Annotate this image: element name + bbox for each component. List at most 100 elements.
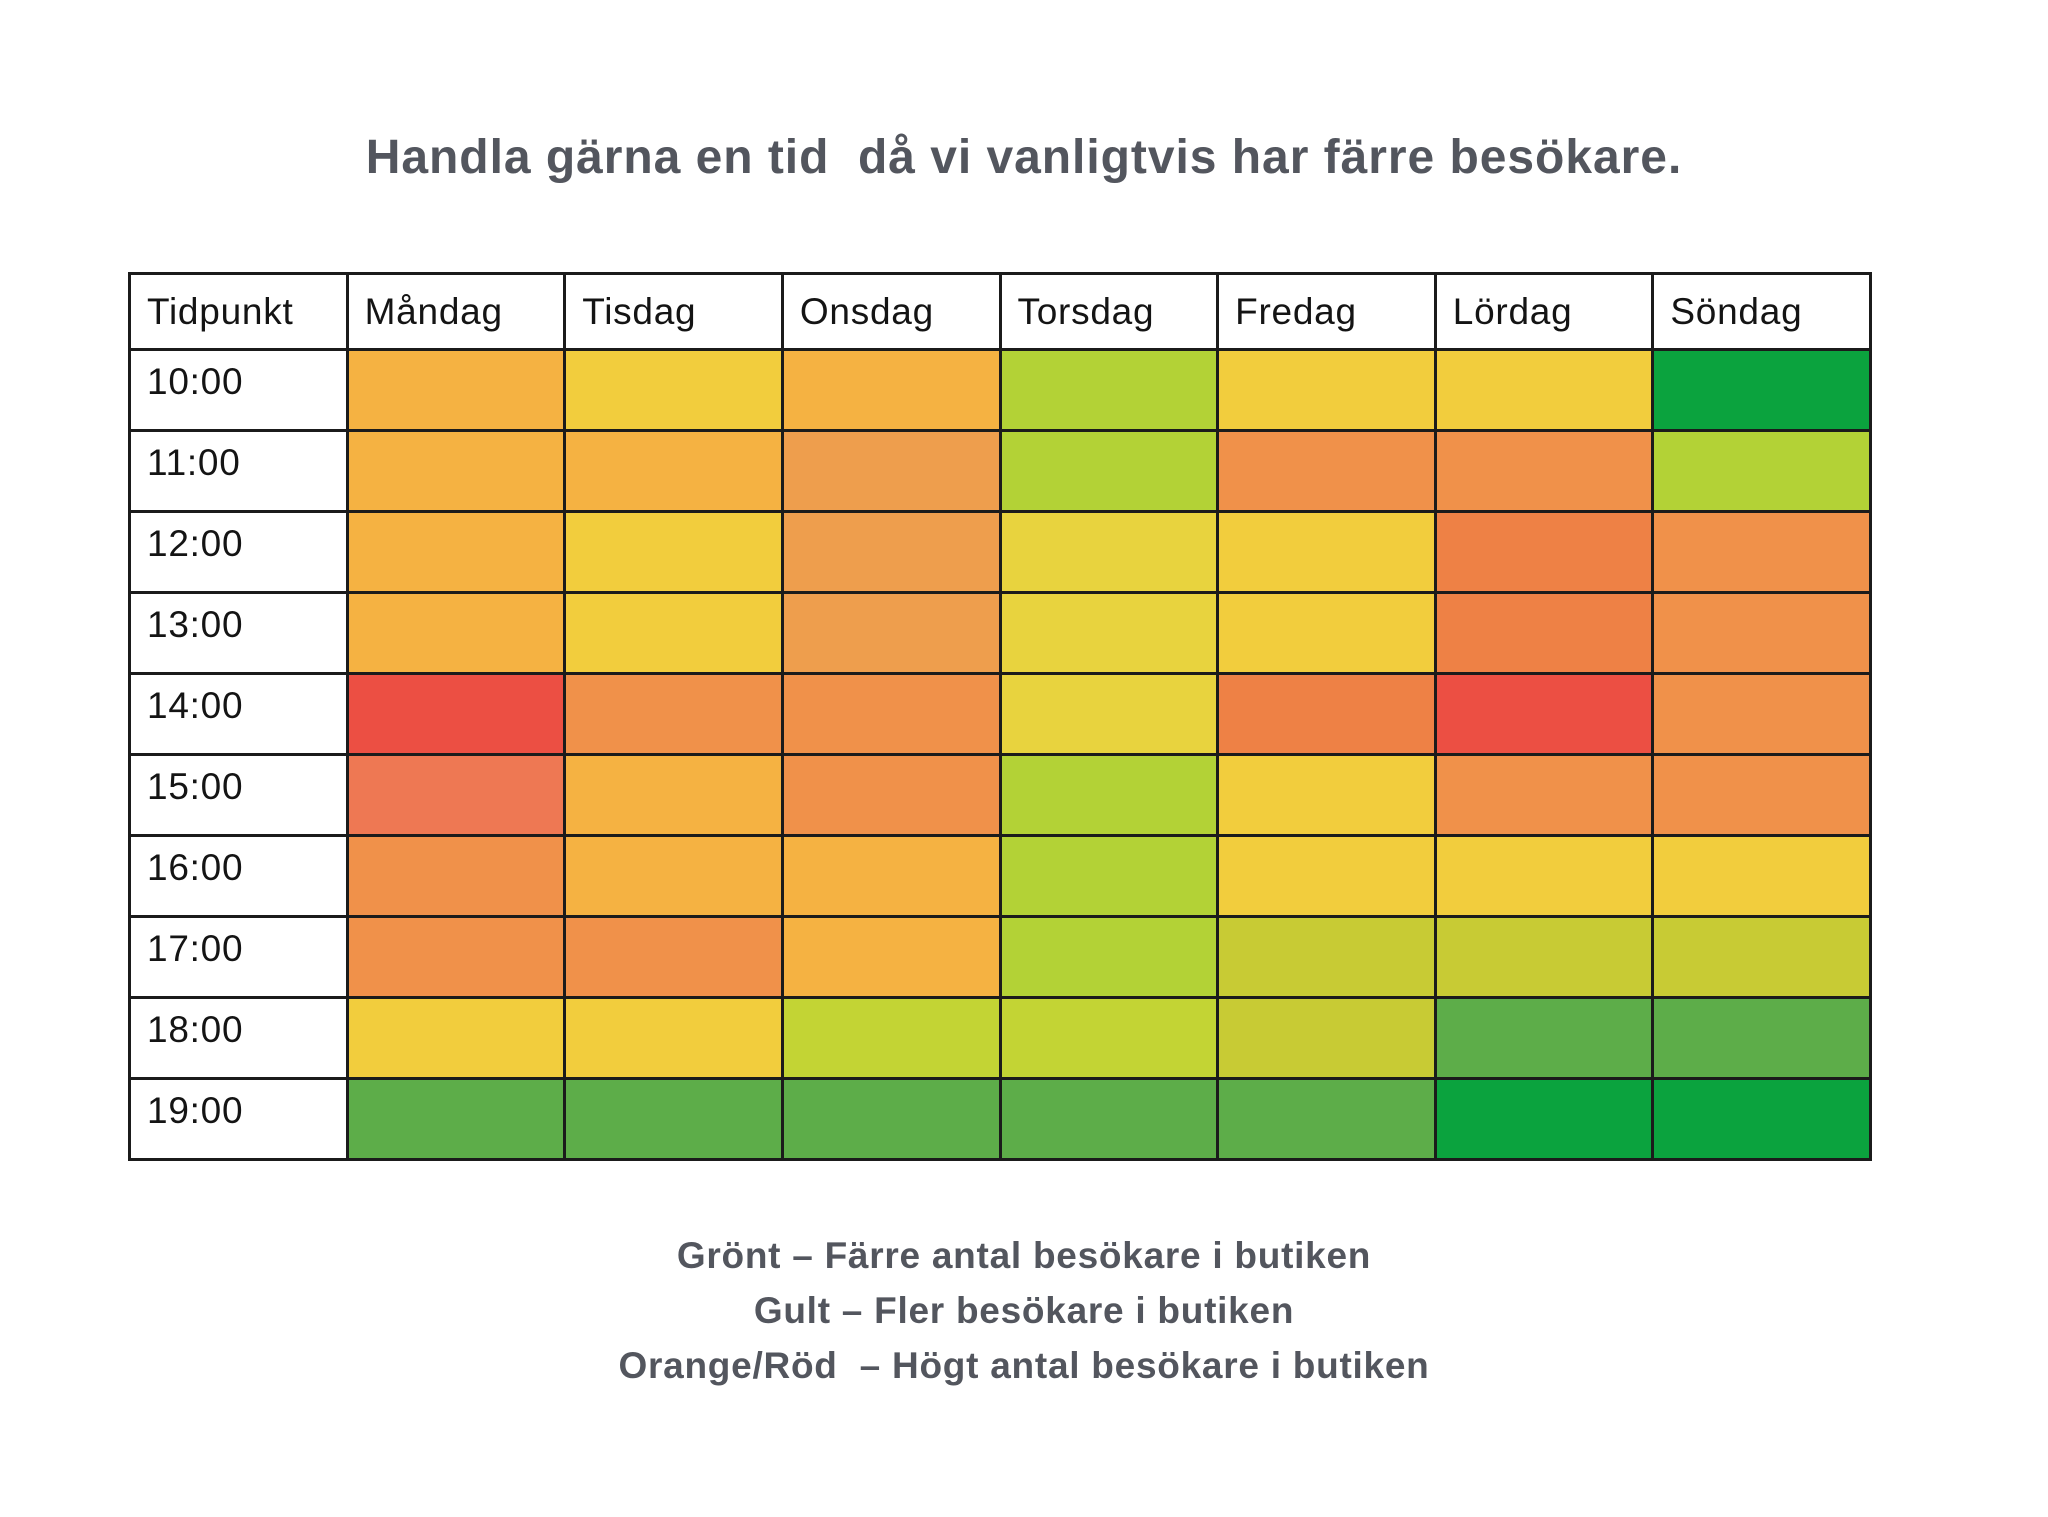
heatmap-cell — [1433, 672, 1655, 756]
heatmap-cell — [345, 672, 567, 756]
heatmap-cell — [345, 753, 567, 837]
table-row: 12:00 — [128, 510, 1872, 594]
time-label: 16:00 — [128, 834, 349, 918]
heatmap-cell — [780, 591, 1002, 675]
heatmap-cell — [345, 429, 567, 513]
time-label: 11:00 — [128, 429, 349, 513]
heatmap-cell — [1651, 591, 1872, 675]
heatmap-cell — [345, 915, 567, 999]
heatmap-cell — [563, 591, 784, 675]
heatmap-cell — [780, 348, 1002, 432]
table-row: 10:00 — [128, 348, 1872, 432]
heatmap-cell — [1651, 915, 1872, 999]
legend-line: Orange/Röd – Högt antal besökare i butik… — [618, 1345, 1430, 1386]
column-header-day: Tisdag — [563, 272, 784, 351]
column-header-day: Torsdag — [998, 272, 1220, 351]
heatmap-cell — [563, 753, 784, 837]
time-label: 15:00 — [128, 753, 349, 837]
heatmap-cell — [563, 915, 784, 999]
time-label: 14:00 — [128, 672, 349, 756]
heatmap-cell — [780, 915, 1002, 999]
heatmap-cell — [563, 1077, 784, 1161]
legend-line: Grönt – Färre antal besökare i butiken — [676, 1235, 1372, 1276]
column-header-day: Fredag — [1216, 272, 1437, 351]
heatmap-cell — [563, 996, 784, 1080]
heatmap-cell — [780, 510, 1002, 594]
heatmap-cell — [1651, 672, 1872, 756]
heatmap-cell — [998, 915, 1220, 999]
heatmap-cell — [998, 672, 1220, 756]
column-header-day: Söndag — [1651, 272, 1872, 351]
heatmap-cell — [563, 429, 784, 513]
time-label: 19:00 — [128, 1077, 349, 1161]
heatmap-cell — [1216, 510, 1437, 594]
heatmap-cell — [345, 591, 567, 675]
heatmap-cell — [998, 996, 1220, 1080]
table-row: 17:00 — [128, 915, 1872, 999]
heatmap-cell — [1433, 348, 1655, 432]
legend: Grönt – Färre antal besökare i butiken Gu… — [0, 1228, 2048, 1393]
table-row: 14:00 — [128, 672, 1872, 756]
heatmap-cell — [563, 348, 784, 432]
heatmap-cell — [1651, 1077, 1872, 1161]
heatmap-cell — [780, 996, 1002, 1080]
heatmap-cell — [998, 510, 1220, 594]
heatmap-cell — [345, 510, 567, 594]
heatmap-cell — [1216, 996, 1437, 1080]
heatmap-cell — [998, 753, 1220, 837]
page-title: Handla gärna en tid då vi vanligtvis har… — [365, 131, 1683, 184]
heatmap-cell — [1216, 348, 1437, 432]
heatmap-cell — [1433, 1077, 1655, 1161]
heatmap-cell — [563, 672, 784, 756]
heatmap-cell — [1433, 753, 1655, 837]
heatmap-cell — [1651, 348, 1872, 432]
visitor-heatmap-table: Tidpunkt Måndag Tisdag Onsdag Torsdag Fredag L… — [128, 272, 1872, 1161]
heatmap-cell — [780, 753, 1002, 837]
time-label: 12:00 — [128, 510, 349, 594]
heatmap-cell — [1433, 996, 1655, 1080]
heatmap-cell — [1216, 834, 1437, 918]
table-row: 18:00 — [128, 996, 1872, 1080]
heatmap-cell — [1216, 672, 1437, 756]
column-header-day: Lördag — [1433, 272, 1655, 351]
heatmap-cell — [1433, 429, 1655, 513]
heatmap-cell — [998, 591, 1220, 675]
table-row: 13:00 — [128, 591, 1872, 675]
heatmap-cell — [345, 834, 567, 918]
heatmap-cell — [998, 834, 1220, 918]
heatmap-cell — [780, 672, 1002, 756]
heatmap-cell — [345, 348, 567, 432]
column-header-time: Tidpunkt — [128, 272, 349, 351]
heatmap-cell — [998, 429, 1220, 513]
heatmap-cell — [1651, 834, 1872, 918]
heatmap-cell — [1216, 915, 1437, 999]
table-row: 15:00 — [128, 753, 1872, 837]
heatmap-cell — [345, 1077, 567, 1161]
heatmap-cell — [1216, 753, 1437, 837]
table-row: 11:00 — [128, 429, 1872, 513]
heatmap-cell — [780, 1077, 1002, 1161]
heatmap-cell — [563, 834, 784, 918]
heatmap-cell — [1433, 834, 1655, 918]
heatmap-cell — [1216, 429, 1437, 513]
heatmap-cell — [345, 996, 567, 1080]
time-label: 18:00 — [128, 996, 349, 1080]
heatmap-cell — [563, 510, 784, 594]
heatmap-cell — [998, 1077, 1220, 1161]
heatmap-cell — [1433, 915, 1655, 999]
heatmap-cell — [1216, 591, 1437, 675]
table-row: 16:00 — [128, 834, 1872, 918]
heatmap-cell — [1651, 996, 1872, 1080]
legend-line: Gult – Fler besökare i butiken — [753, 1290, 1295, 1331]
heatmap-cell — [1651, 429, 1872, 513]
heatmap-cell — [780, 429, 1002, 513]
heatmap-cell — [1651, 753, 1872, 837]
heatmap-cell — [998, 348, 1220, 432]
heatmap-cell — [1433, 591, 1655, 675]
time-label: 13:00 — [128, 591, 349, 675]
header-row: Tidpunkt Måndag Tisdag Onsdag Torsdag Fredag L… — [128, 272, 1872, 351]
table-row: 19:00 — [128, 1077, 1872, 1161]
heatmap-body: 10:00 11:00 12:00 13:00 14:00 15:00 16:00 17:00… — [128, 348, 1872, 1161]
heatmap-cell — [1433, 510, 1655, 594]
